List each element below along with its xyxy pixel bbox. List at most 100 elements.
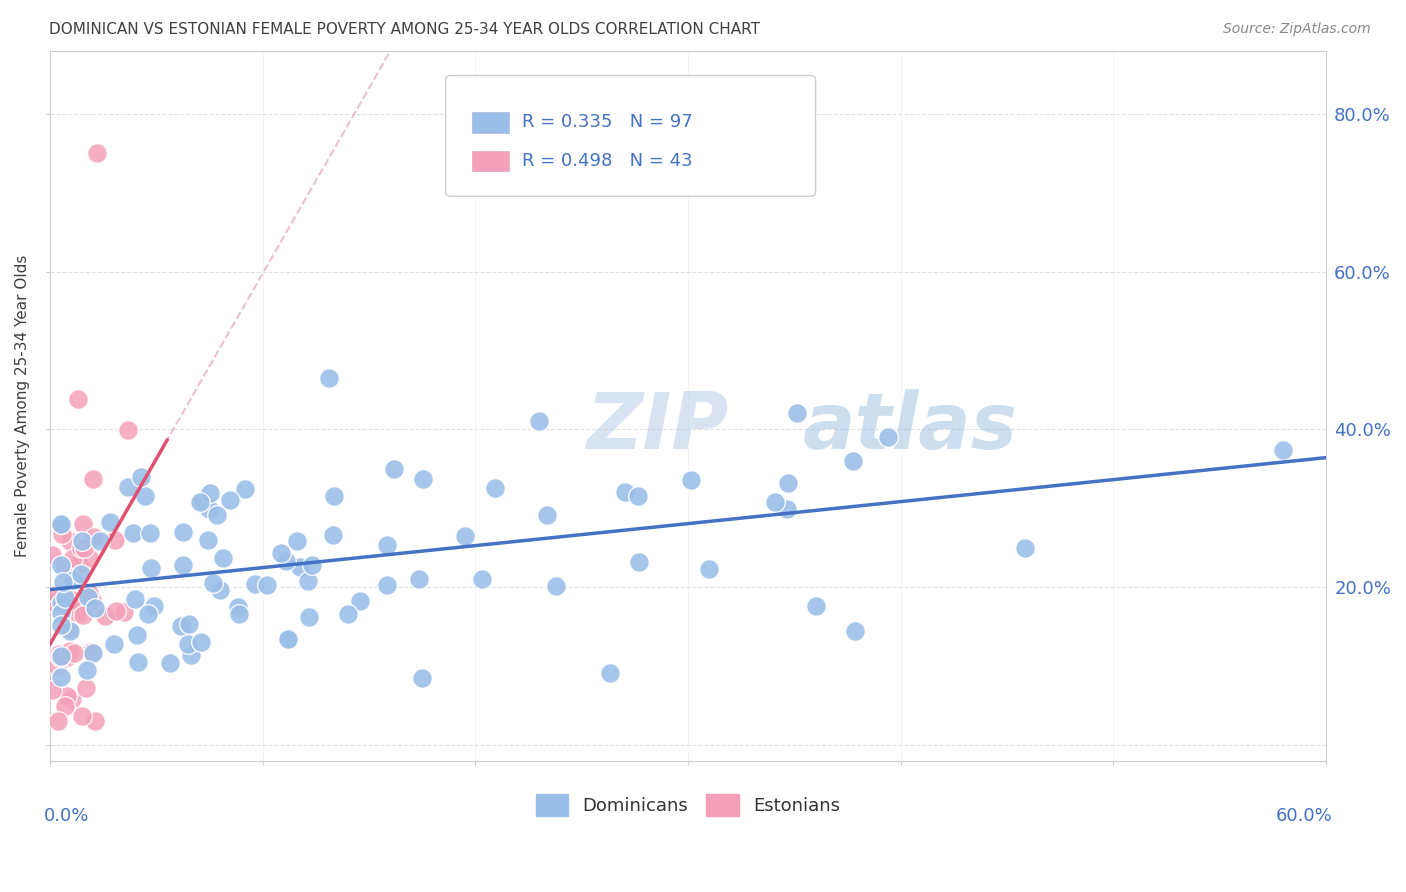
Point	[58, 621, 80, 635]
Point	[82, 472, 104, 486]
Point	[298, 610, 321, 624]
Point	[270, 546, 292, 560]
Point	[63, 646, 86, 660]
Point	[59, 533, 82, 548]
Point	[45, 587, 67, 601]
Text: ZIP: ZIP	[586, 389, 728, 465]
Point	[62, 550, 84, 565]
Point	[72, 516, 94, 531]
Point	[1014, 541, 1036, 555]
Point	[177, 617, 200, 632]
Point	[172, 558, 194, 572]
Point	[285, 533, 308, 548]
Point	[527, 413, 550, 427]
Point	[53, 591, 76, 605]
Point	[679, 473, 702, 487]
Text: 0.0%: 0.0%	[44, 807, 89, 825]
Point	[198, 486, 221, 500]
Point	[277, 632, 299, 646]
Point	[46, 714, 69, 729]
Point	[76, 681, 98, 696]
Point	[198, 502, 221, 516]
Point	[51, 527, 73, 541]
Point	[138, 607, 160, 622]
Point	[190, 635, 212, 649]
Point	[49, 648, 72, 663]
Y-axis label: Female Poverty Among 25-34 Year Olds: Female Poverty Among 25-34 Year Olds	[15, 254, 30, 557]
Point	[73, 541, 96, 555]
Point	[129, 470, 152, 484]
Point	[134, 490, 156, 504]
Point	[188, 494, 211, 508]
Text: Source: ZipAtlas.com: Source: ZipAtlas.com	[1223, 22, 1371, 37]
Point	[337, 607, 360, 621]
Point	[48, 647, 70, 661]
Text: DOMINICAN VS ESTONIAN FEMALE POVERTY AMONG 25-34 YEAR OLDS CORRELATION CHART: DOMINICAN VS ESTONIAN FEMALE POVERTY AMO…	[49, 22, 761, 37]
Point	[45, 659, 67, 673]
Legend: Dominicans, Estonians: Dominicans, Estonians	[529, 787, 848, 822]
Point	[55, 690, 77, 704]
Point	[70, 567, 93, 582]
Point	[76, 590, 98, 604]
Point	[117, 423, 139, 437]
Text: R = 0.335   N = 97: R = 0.335 N = 97	[522, 113, 693, 131]
Point	[49, 516, 72, 531]
Point	[79, 551, 101, 566]
Point	[76, 663, 98, 677]
Point	[53, 698, 76, 713]
Point	[613, 484, 636, 499]
Point	[67, 607, 90, 621]
Point	[141, 561, 163, 575]
Point	[52, 575, 75, 590]
Point	[49, 558, 72, 572]
Point	[205, 508, 228, 523]
Point	[786, 406, 808, 420]
Point	[86, 146, 108, 161]
Point	[323, 489, 346, 503]
Point	[83, 531, 105, 545]
Point	[193, 494, 215, 508]
Point	[117, 480, 139, 494]
Point	[233, 482, 256, 496]
Point	[775, 502, 797, 516]
Point	[98, 515, 121, 529]
Point	[67, 392, 90, 406]
Point	[79, 645, 101, 659]
Point	[127, 655, 149, 669]
Point	[408, 573, 430, 587]
Point	[56, 563, 79, 577]
Point	[226, 600, 249, 615]
Point	[56, 649, 79, 664]
Point	[1272, 442, 1295, 457]
Point	[180, 648, 202, 663]
Point	[84, 714, 107, 729]
Point	[82, 592, 104, 607]
Point	[697, 562, 720, 576]
Point	[804, 599, 827, 613]
Point	[72, 607, 94, 622]
Point	[349, 594, 371, 608]
FancyBboxPatch shape	[446, 76, 815, 196]
Point	[60, 593, 83, 607]
Point	[288, 560, 311, 574]
Point	[103, 637, 125, 651]
Point	[105, 604, 128, 618]
Point	[49, 617, 72, 632]
Point	[599, 665, 621, 680]
Point	[546, 579, 568, 593]
Point	[42, 595, 65, 609]
Point	[124, 592, 146, 607]
Point	[628, 555, 651, 569]
Text: 60.0%: 60.0%	[1275, 807, 1331, 825]
Point	[277, 632, 299, 647]
Point	[82, 646, 104, 660]
Point	[382, 462, 405, 476]
Point	[77, 586, 100, 600]
Point	[104, 533, 127, 548]
Point	[322, 527, 344, 541]
Point	[60, 692, 83, 706]
Point	[228, 607, 250, 622]
Point	[41, 683, 63, 698]
Point	[375, 577, 398, 591]
Text: R = 0.498   N = 43: R = 0.498 N = 43	[522, 152, 693, 169]
